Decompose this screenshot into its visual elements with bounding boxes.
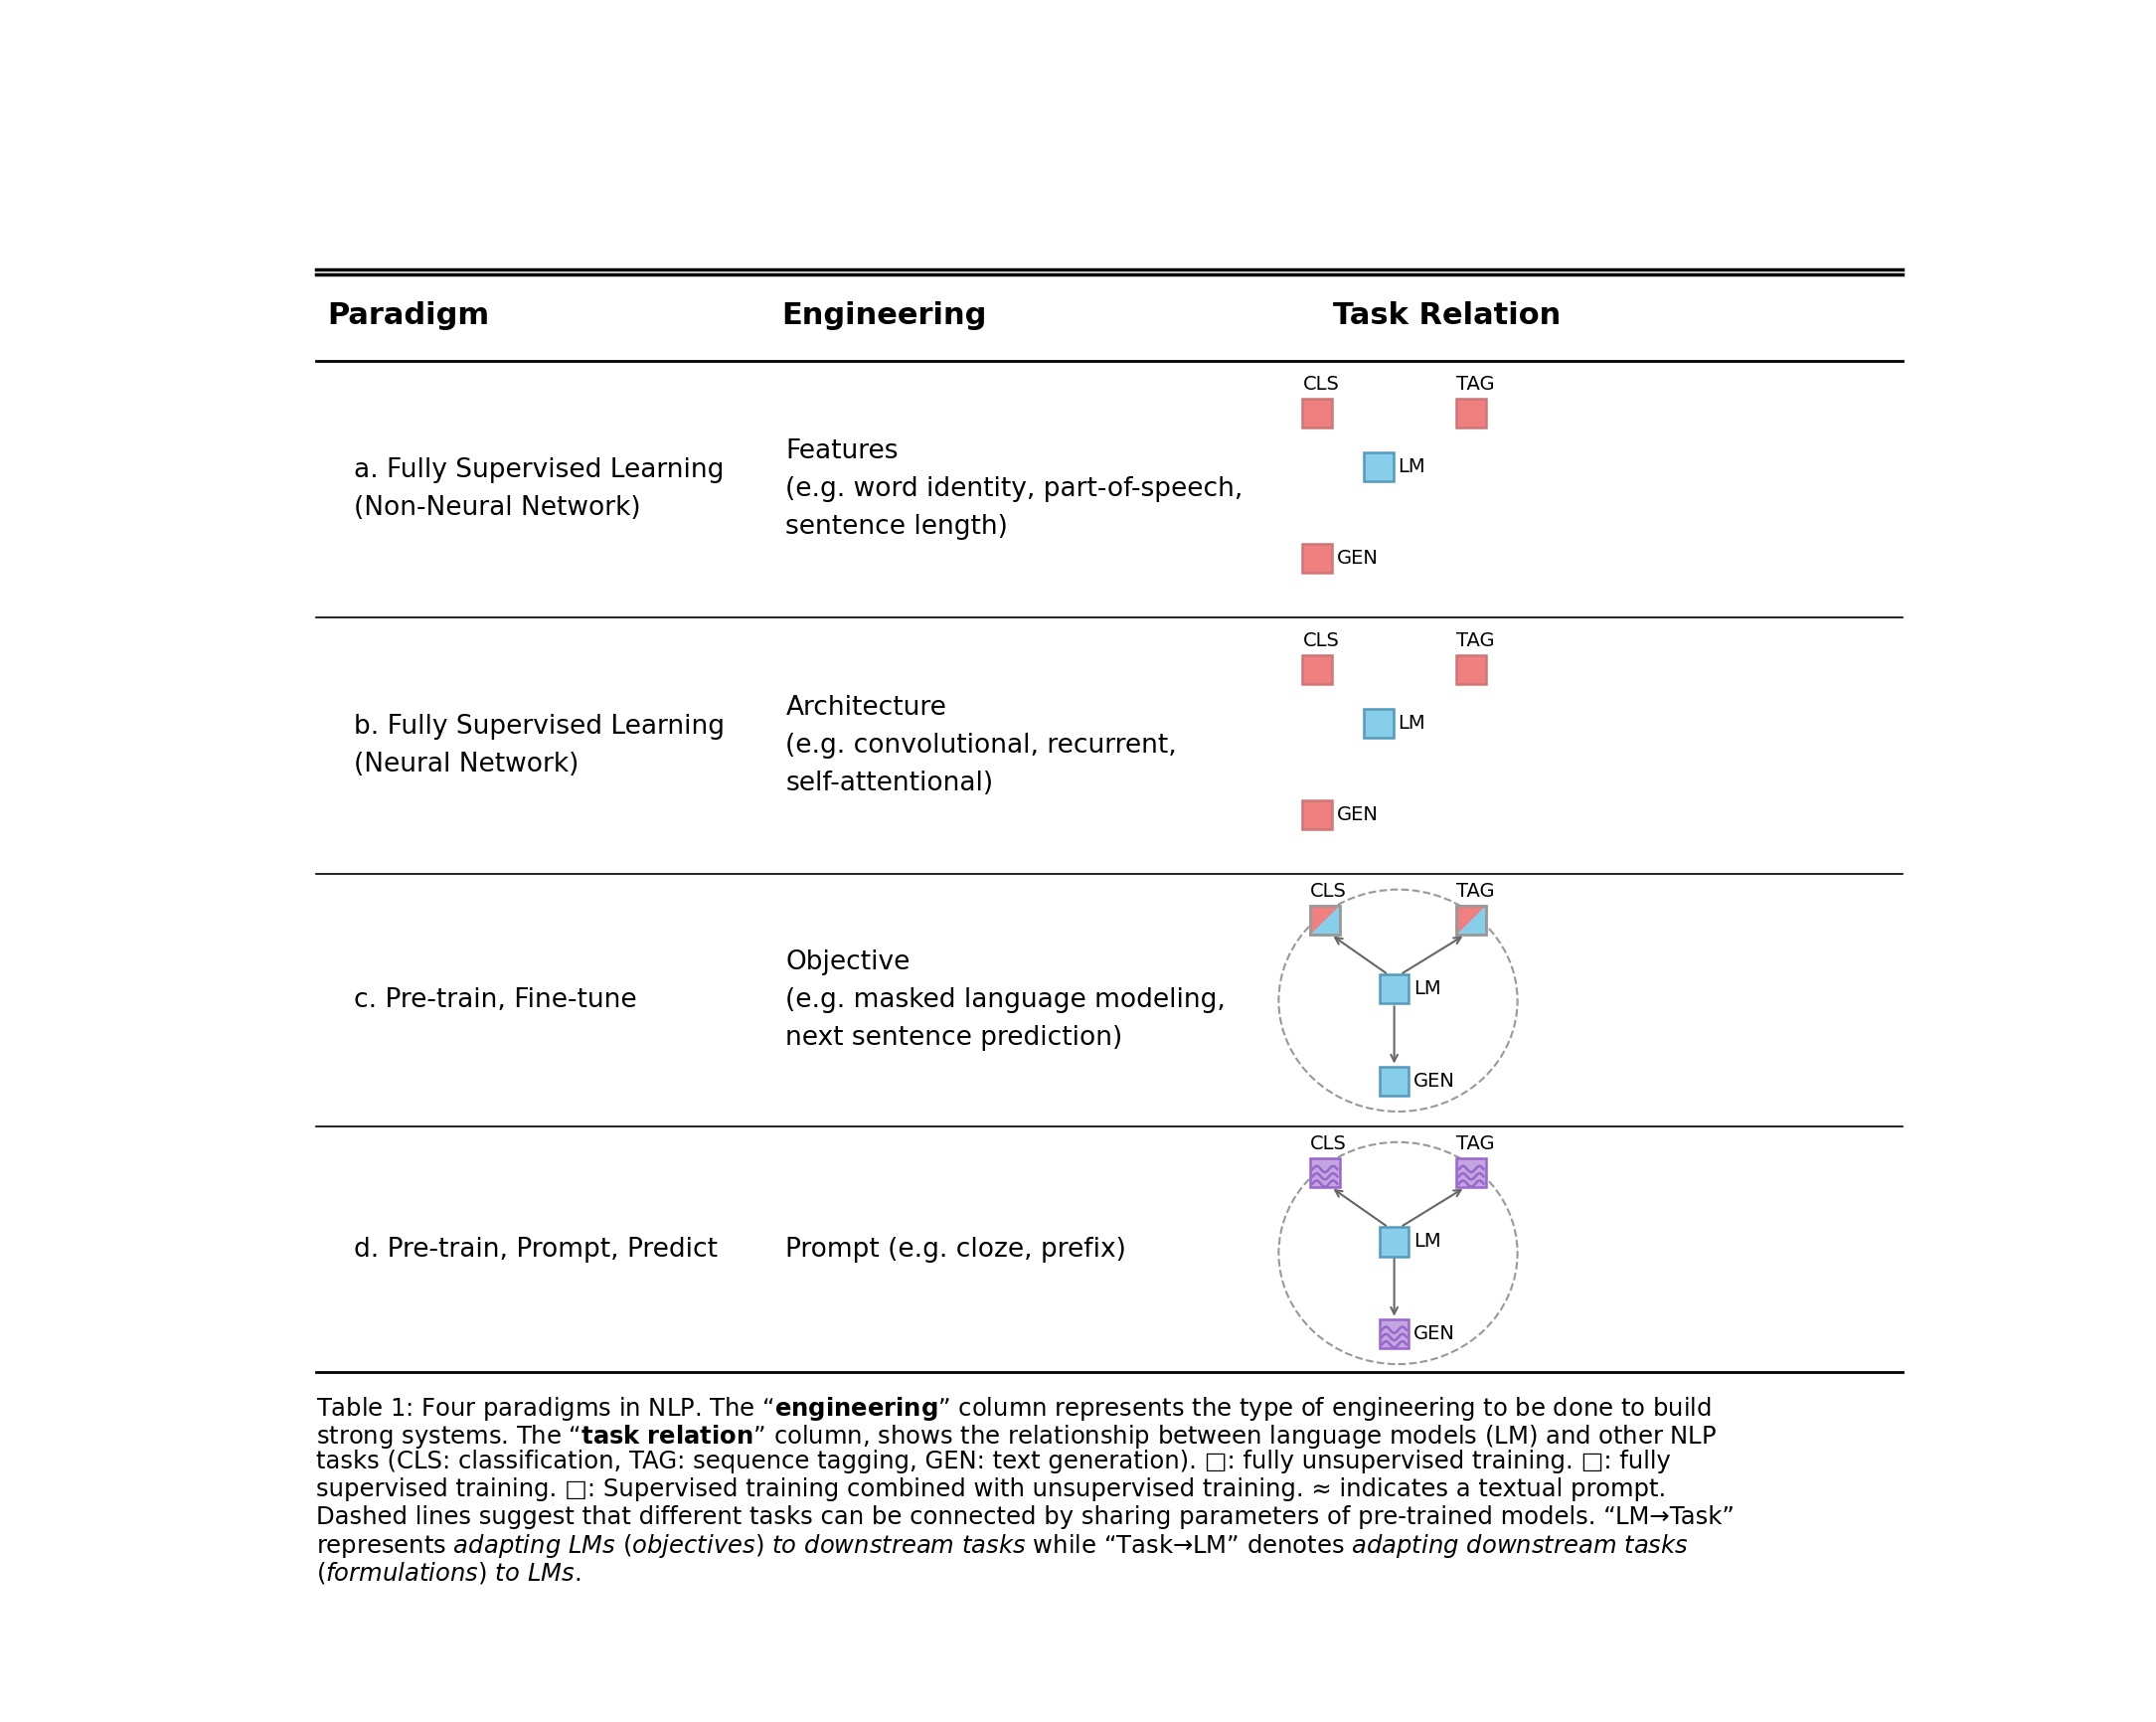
Text: LM: LM bbox=[1397, 456, 1425, 475]
Text: represents $\it{adapting\ LMs\ (objectives)\ to\ downstream\ tasks}$ while “Task: represents $\it{adapting\ LMs\ (objectiv… bbox=[315, 1533, 1688, 1560]
Bar bbox=[1311, 906, 1339, 935]
Text: Table 1: Four paradigms in NLP. The “$\mathbf{engineering}$” column represents t: Table 1: Four paradigms in NLP. The “$\m… bbox=[315, 1395, 1712, 1422]
Text: GEN: GEN bbox=[1337, 549, 1378, 568]
Bar bbox=[1302, 544, 1332, 573]
Bar bbox=[1457, 398, 1485, 427]
Text: CLS: CLS bbox=[1311, 1135, 1348, 1154]
Text: Paradigm: Paradigm bbox=[328, 301, 489, 331]
Text: GEN: GEN bbox=[1414, 1071, 1455, 1090]
Text: TAG: TAG bbox=[1457, 882, 1494, 901]
Polygon shape bbox=[1311, 906, 1339, 935]
Text: TAG: TAG bbox=[1457, 1135, 1494, 1154]
Bar bbox=[1302, 398, 1332, 427]
Bar bbox=[1365, 708, 1393, 737]
Text: d. Pre-train, Prompt, Predict: d. Pre-train, Prompt, Predict bbox=[354, 1236, 718, 1262]
Bar bbox=[1457, 906, 1485, 935]
Text: TAG: TAG bbox=[1457, 632, 1494, 651]
Text: strong systems. The “$\mathbf{task\ relation}$” column, shows the relationship b: strong systems. The “$\mathbf{task\ rela… bbox=[315, 1422, 1716, 1450]
Text: LM: LM bbox=[1414, 1233, 1440, 1252]
Bar bbox=[1457, 1159, 1485, 1186]
Text: Architecture
(e.g. convolutional, recurrent,
self-attentional): Architecture (e.g. convolutional, recurr… bbox=[785, 696, 1177, 797]
Text: tasks (CLS: classification, TAG: sequence tagging, GEN: text generation). □: ful: tasks (CLS: classification, TAG: sequenc… bbox=[315, 1450, 1671, 1474]
Text: $\it{(formulations)\ to\ LMs}$.: $\it{(formulations)\ to\ LMs}$. bbox=[315, 1560, 580, 1586]
Text: Dashed lines suggest that different tasks can be connected by sharing parameters: Dashed lines suggest that different task… bbox=[315, 1505, 1733, 1529]
Text: GEN: GEN bbox=[1337, 806, 1378, 825]
Bar bbox=[1311, 906, 1339, 935]
Text: Objective
(e.g. masked language modeling,
next sentence prediction): Objective (e.g. masked language modeling… bbox=[785, 951, 1227, 1050]
Text: TAG: TAG bbox=[1457, 375, 1494, 394]
Polygon shape bbox=[1457, 906, 1485, 935]
Bar bbox=[1302, 654, 1332, 684]
Text: CLS: CLS bbox=[1302, 375, 1339, 394]
Text: Prompt (e.g. cloze, prefix): Prompt (e.g. cloze, prefix) bbox=[785, 1236, 1125, 1262]
Text: c. Pre-train, Fine-tune: c. Pre-train, Fine-tune bbox=[354, 988, 638, 1014]
Text: LM: LM bbox=[1414, 980, 1440, 999]
Text: Features
(e.g. word identity, part-of-speech,
sentence length): Features (e.g. word identity, part-of-sp… bbox=[785, 439, 1244, 541]
Bar bbox=[1380, 1319, 1408, 1348]
Bar bbox=[1457, 906, 1485, 935]
Bar bbox=[1457, 654, 1485, 684]
Text: Task Relation: Task Relation bbox=[1332, 301, 1561, 331]
Bar bbox=[1380, 1228, 1408, 1257]
Text: GEN: GEN bbox=[1414, 1324, 1455, 1343]
Bar bbox=[1365, 451, 1393, 480]
Text: a. Fully Supervised Learning
(Non-Neural Network): a. Fully Supervised Learning (Non-Neural… bbox=[354, 458, 724, 522]
Bar bbox=[1311, 1159, 1339, 1186]
Bar bbox=[1380, 975, 1408, 1004]
Text: LM: LM bbox=[1397, 713, 1425, 732]
Bar bbox=[1302, 801, 1332, 830]
Bar bbox=[1380, 1066, 1408, 1095]
Text: CLS: CLS bbox=[1311, 882, 1348, 901]
Text: CLS: CLS bbox=[1302, 632, 1339, 651]
Text: Engineering: Engineering bbox=[783, 301, 987, 331]
Text: b. Fully Supervised Learning
(Neural Network): b. Fully Supervised Learning (Neural Net… bbox=[354, 715, 724, 778]
Text: supervised training. □: Supervised training combined with unsupervised training.: supervised training. □: Supervised train… bbox=[315, 1477, 1667, 1502]
